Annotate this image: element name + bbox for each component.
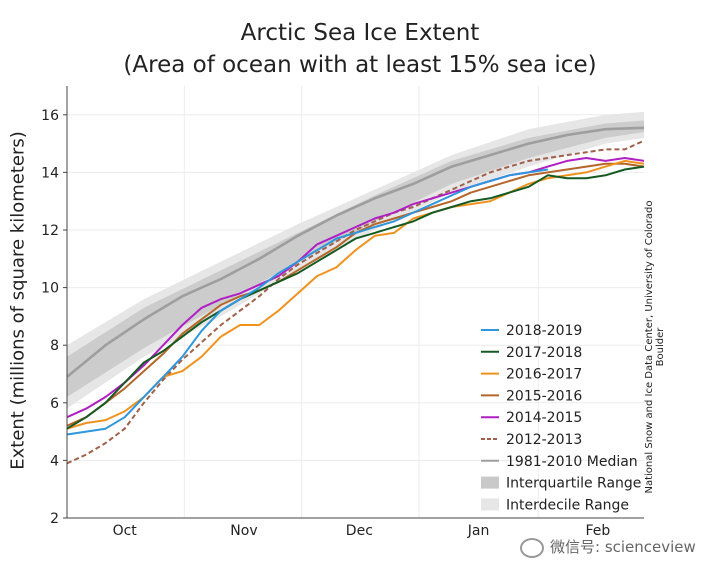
legend-label: 2018-2019 — [506, 323, 582, 339]
series-line-1981-2010-Median — [66, 126, 645, 378]
x-tick-label-nov: Nov — [230, 523, 257, 539]
y-tick-label: 2 — [50, 511, 59, 527]
series-line-2018-2019 — [66, 168, 548, 436]
y-tick-label: 8 — [50, 338, 59, 354]
watermark: 微信号: scienceview — [520, 536, 696, 558]
legend-swatch — [481, 476, 499, 489]
watermark-text: 微信号: scienceview — [550, 538, 696, 556]
x-tick-label-oct: Oct — [113, 523, 138, 539]
credit-text: National Snow and Ice Data Center, Unive… — [644, 200, 666, 494]
wechat-icon — [520, 537, 544, 558]
x-tick-label-jan: Jan — [467, 523, 490, 539]
y-tick-label: 10 — [41, 281, 59, 297]
y-tick-label: 14 — [41, 165, 59, 181]
x-tick-label-dec: Dec — [346, 523, 373, 539]
y-tick-label: 16 — [41, 108, 59, 124]
series-line-2012-2013 — [66, 139, 645, 465]
chart-subtitle: (Area of ocean with at least 15% sea ice… — [123, 52, 597, 78]
legend-label: 2016-2017 — [506, 367, 582, 383]
legend-label: Interquartile Range — [506, 476, 641, 492]
legend-label: 2015-2016 — [506, 388, 582, 404]
series-line-2014-2015 — [66, 157, 645, 419]
x-tick-label-feb: Feb — [585, 523, 610, 539]
legend-swatch — [481, 498, 499, 511]
y-tick-label: 12 — [41, 223, 59, 239]
interdecile-band — [67, 111, 644, 409]
chart-title: Arctic Sea Ice Extent — [240, 20, 480, 46]
legend-label: 2014-2015 — [506, 410, 582, 426]
legend-label: 1981-2010 Median — [506, 454, 638, 470]
y-tick-label: 4 — [50, 453, 59, 469]
series-line-2017-2018 — [66, 165, 645, 430]
legend-label: Interdecile Range — [506, 497, 629, 513]
y-tick-label: 6 — [50, 396, 59, 412]
legend-label: 2012-2013 — [506, 432, 582, 448]
legend-label: 2017-2018 — [506, 345, 582, 361]
